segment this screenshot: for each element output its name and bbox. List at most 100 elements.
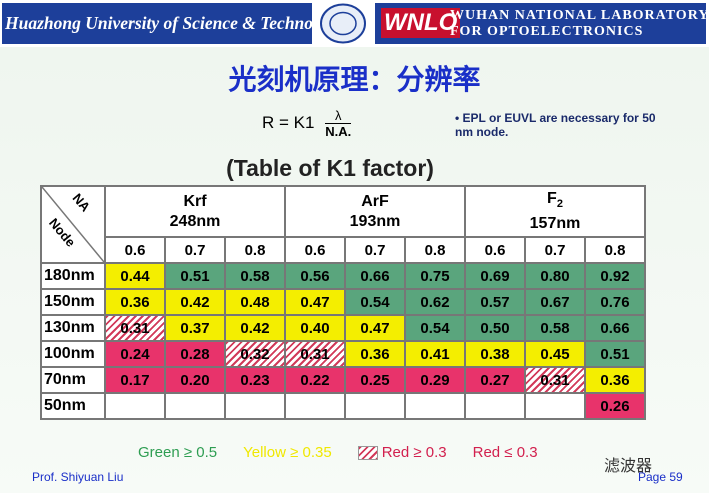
k1-cell: 0.31 [524,366,586,394]
data-row: 100nm 0.24 0.28 0.32 0.31 0.36 0.41 0.38 0.45 0.5… [40,340,646,368]
k1-cell: 0.36 [104,288,166,316]
k1-cell: 0.25 [344,366,406,394]
k1-cell: 0.75 [404,262,466,290]
legend-item: Yellow ≥ 0.35 [243,444,332,461]
legend: Green ≥ 0.5 Yellow ≥ 0.35 Red ≥ 0.3 Red ≤ 0… [138,444,564,461]
legend-item: Red ≤ 0.3 [473,444,538,461]
k1-cell: 0.62 [404,288,466,316]
author: Prof. Shiyuan Liu [32,470,124,484]
k1-cell: 0.32 [224,340,286,368]
empty-cell [524,392,586,420]
k1-cell: 0.47 [344,314,406,342]
k1-cell: 0.29 [404,366,466,394]
k1-cell: 0.51 [164,262,226,290]
empty-cell [104,392,166,420]
k1-cell: 0.69 [464,262,526,290]
university: Huazhong University of Science & Technol… [2,3,343,44]
k1-cell: 0.20 [164,366,226,394]
k1-cell: 0.31 [284,340,346,368]
k1-cell: 0.31 [104,314,166,342]
k1-cell: 0.51 [584,340,646,368]
group-name: F [547,190,557,208]
k1-cell: 0.92 [584,262,646,290]
k1-cell: 0.26 [584,392,646,420]
lab-name: FOR OPTOELECTRONICS [450,24,644,39]
seal [320,3,366,44]
na-value: 0.6 [464,236,526,264]
k1-cell: 0.27 [464,366,526,394]
na-value: 0.8 [404,236,466,264]
watermark: 滤波器 [604,458,653,475]
k1-cell: 0.48 [224,288,286,316]
corner: NA Node [40,185,106,264]
data-row: 150nm 0.36 0.42 0.48 0.47 0.54 0.62 0.57 0.67 0.7… [40,288,646,316]
node-label: 70nm [40,366,106,394]
table-title: (Table of K1 factor) [226,155,434,181]
na-value: 0.8 [224,236,286,264]
data-row: 70nm 0.17 0.20 0.23 0.22 0.25 0.29 0.27 0.31 0.36 [40,366,646,394]
header-bar: Huazhong University of Science & Technol… [0,0,709,47]
formula: R = K1 λ N.A. [262,108,352,139]
k1-cell: 0.80 [524,262,586,290]
k1-cell: 0.54 [344,288,406,316]
k1-cell: 0.44 [104,262,166,290]
k1-cell: 0.17 [104,366,166,394]
empty-cell [464,392,526,420]
k1-cell: 0.50 [464,314,526,342]
group-header: Krf 248nm [104,184,286,239]
group-header: F2 157nm [464,184,646,239]
note: • EPL or EUVL are necessary for 50 nm no… [455,111,656,139]
group-sub: 2 [556,198,563,211]
legend-text: Yellow ≥ 0.35 [243,444,332,461]
k1-cell: 0.22 [284,366,346,394]
k1-cell: 0.41 [404,340,466,368]
k1-cell: 0.66 [584,314,646,342]
na-value: 0.6 [284,236,346,264]
na-row: 0.6 0.7 0.8 0.6 0.7 0.8 0.6 0.7 0.8 [41,236,646,264]
header-row: NA Node Krf 248nm ArF 193nm F2 157nm [40,184,646,264]
k1-cell: 0.57 [464,288,526,316]
na-value: 0.7 [344,236,406,264]
group-name: ArF [361,192,389,210]
denominator: N.A. [325,124,352,139]
k1-cell: 0.24 [104,340,166,368]
node-label: 100nm [40,340,106,368]
slide-title: 光刻机原理：分辨率 [228,63,481,96]
data-row: 50nm 0.26 [40,392,646,420]
k1-cell: 0.45 [524,340,586,368]
node-label: 180nm [40,262,106,290]
k1-cell: 0.37 [164,314,226,342]
empty-cell [164,392,226,420]
k1-cell: 0.28 [164,340,226,368]
lab-logo: WNLO [381,8,461,38]
legend-item: Green ≥ 0.5 [138,444,217,461]
group-header: ArF 193nm [284,184,466,239]
node-label: 50nm [40,392,106,420]
fraction: λ N.A. [325,108,352,139]
diagonal [42,187,104,262]
wavelength: 248nm [169,212,221,230]
k1-cell: 0.76 [584,288,646,316]
k1-cell: 0.23 [224,366,286,394]
lab-box: WNLO WUHAN NATIONAL LABORATORY FOR OPTOE… [375,3,709,44]
k1-cell: 0.54 [404,314,466,342]
legend-text: Red ≤ 0.3 [472,444,538,461]
na-value: 0.7 [164,236,226,264]
node-label: 130nm [40,314,106,342]
k1-cell: 0.42 [164,288,226,316]
na-value: 0.7 [524,236,586,264]
legend-text: Green ≥ 0.5 [138,444,218,461]
k1-cell: 0.66 [344,262,406,290]
k1-cell: 0.67 [524,288,586,316]
k1-cell: 0.42 [224,314,286,342]
na-value: 0.6 [104,236,166,264]
node-label: 150nm [40,288,106,316]
k1-cell: 0.47 [284,288,346,316]
k1-cell: 0.58 [524,314,586,342]
lab-name: WUHAN NATIONAL LABORATORY [450,8,709,23]
group-name: Krf [183,192,207,210]
note-text: EPL or EUVL are necessary for 50 nm node… [455,111,656,139]
k1-cell: 0.38 [464,340,526,368]
wavelength: 193nm [349,212,401,230]
